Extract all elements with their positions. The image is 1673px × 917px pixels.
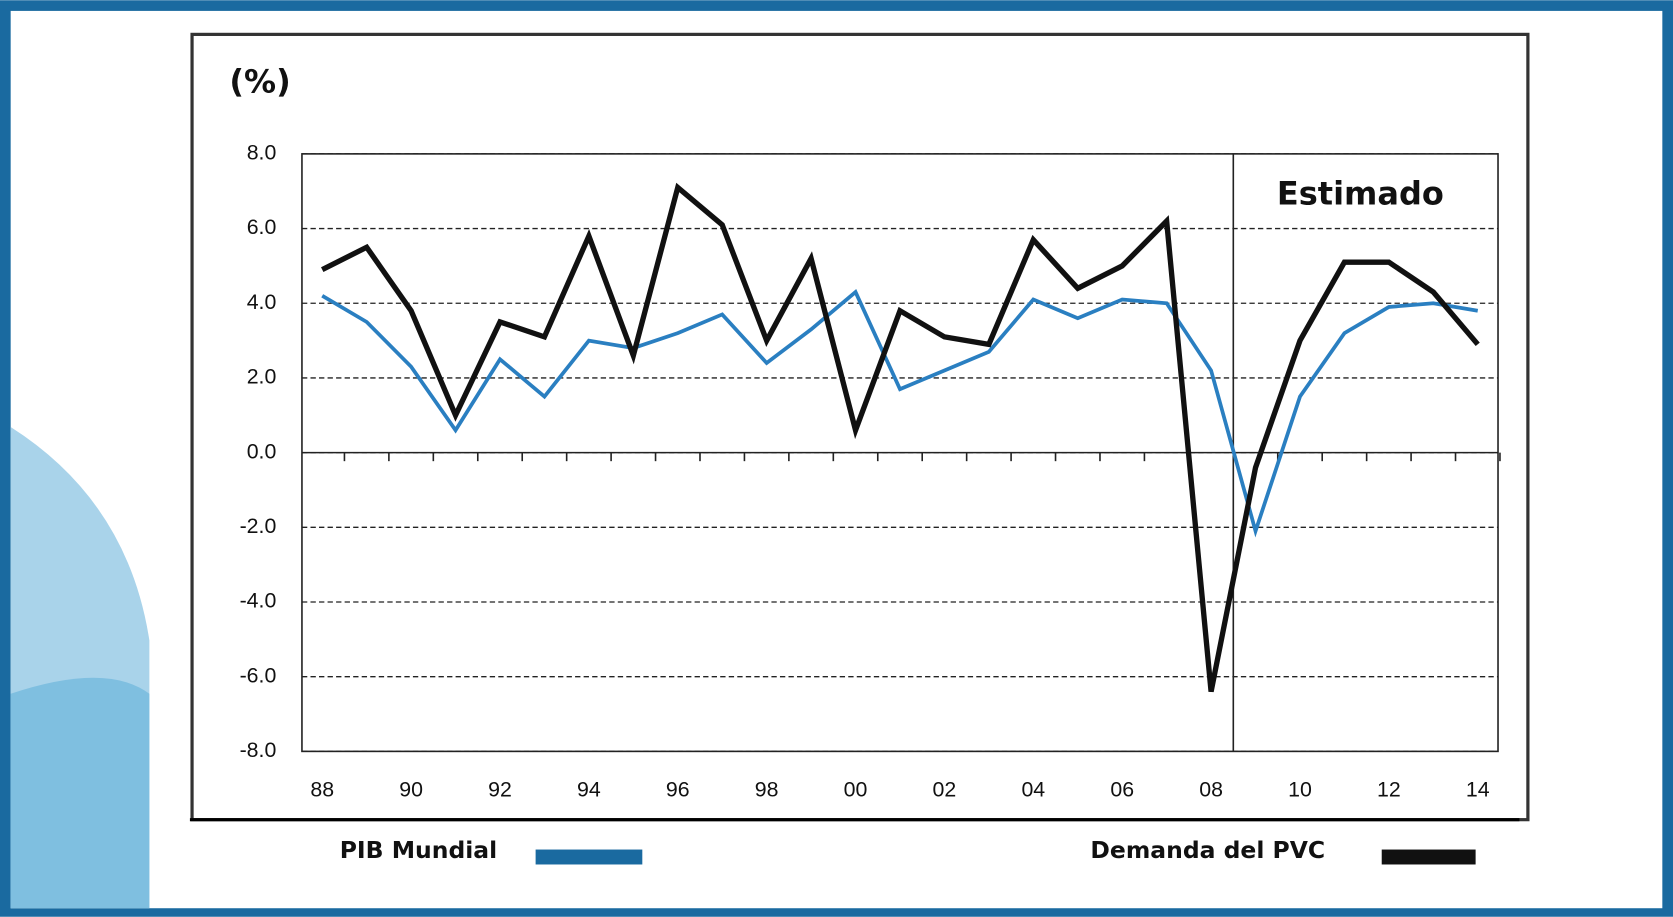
x-tick-label: 06 <box>1110 778 1134 802</box>
y-tick-label: 4.0 <box>247 290 277 314</box>
legend-swatch <box>536 850 643 865</box>
legend-swatch <box>1382 850 1476 865</box>
x-tick-label: 98 <box>755 778 779 802</box>
x-tick-label: 14 <box>1466 778 1490 802</box>
y-tick-label: -8.0 <box>240 738 277 762</box>
x-tick-label: 02 <box>933 778 957 802</box>
x-tick-label: 92 <box>488 778 512 802</box>
x-tick-label: 94 <box>577 778 601 802</box>
x-tick-label: 90 <box>399 778 423 802</box>
x-tick-label: 04 <box>1021 778 1045 802</box>
x-tick-label: 10 <box>1288 778 1312 802</box>
y-tick-label: -4.0 <box>240 589 277 613</box>
x-tick-label: 96 <box>666 778 690 802</box>
x-tick-label: 08 <box>1199 778 1223 802</box>
y-tick-label: 8.0 <box>247 141 277 165</box>
y-tick-label: -6.0 <box>240 663 277 687</box>
y-tick-label: 6.0 <box>247 215 277 239</box>
page: (%) Estimado PIB MundialDemanda del PVC … <box>0 0 1673 917</box>
legend-label: Demanda del PVC <box>1090 836 1325 864</box>
x-tick-label: 88 <box>310 778 334 802</box>
y-axis-label: (%) <box>229 62 290 100</box>
x-tick-label: 12 <box>1377 778 1401 802</box>
y-tick-label: -2.0 <box>240 514 277 538</box>
x-tick-label: 00 <box>844 778 868 802</box>
chart: (%) Estimado PIB MundialDemanda del PVC … <box>0 0 1673 917</box>
chart-box <box>192 34 1528 819</box>
y-tick-label: 0.0 <box>247 439 277 463</box>
decor <box>11 678 150 908</box>
annotation: Estimado <box>1277 174 1444 212</box>
y-tick-label: 2.0 <box>247 365 277 389</box>
legend-label: PIB Mundial <box>340 836 498 864</box>
